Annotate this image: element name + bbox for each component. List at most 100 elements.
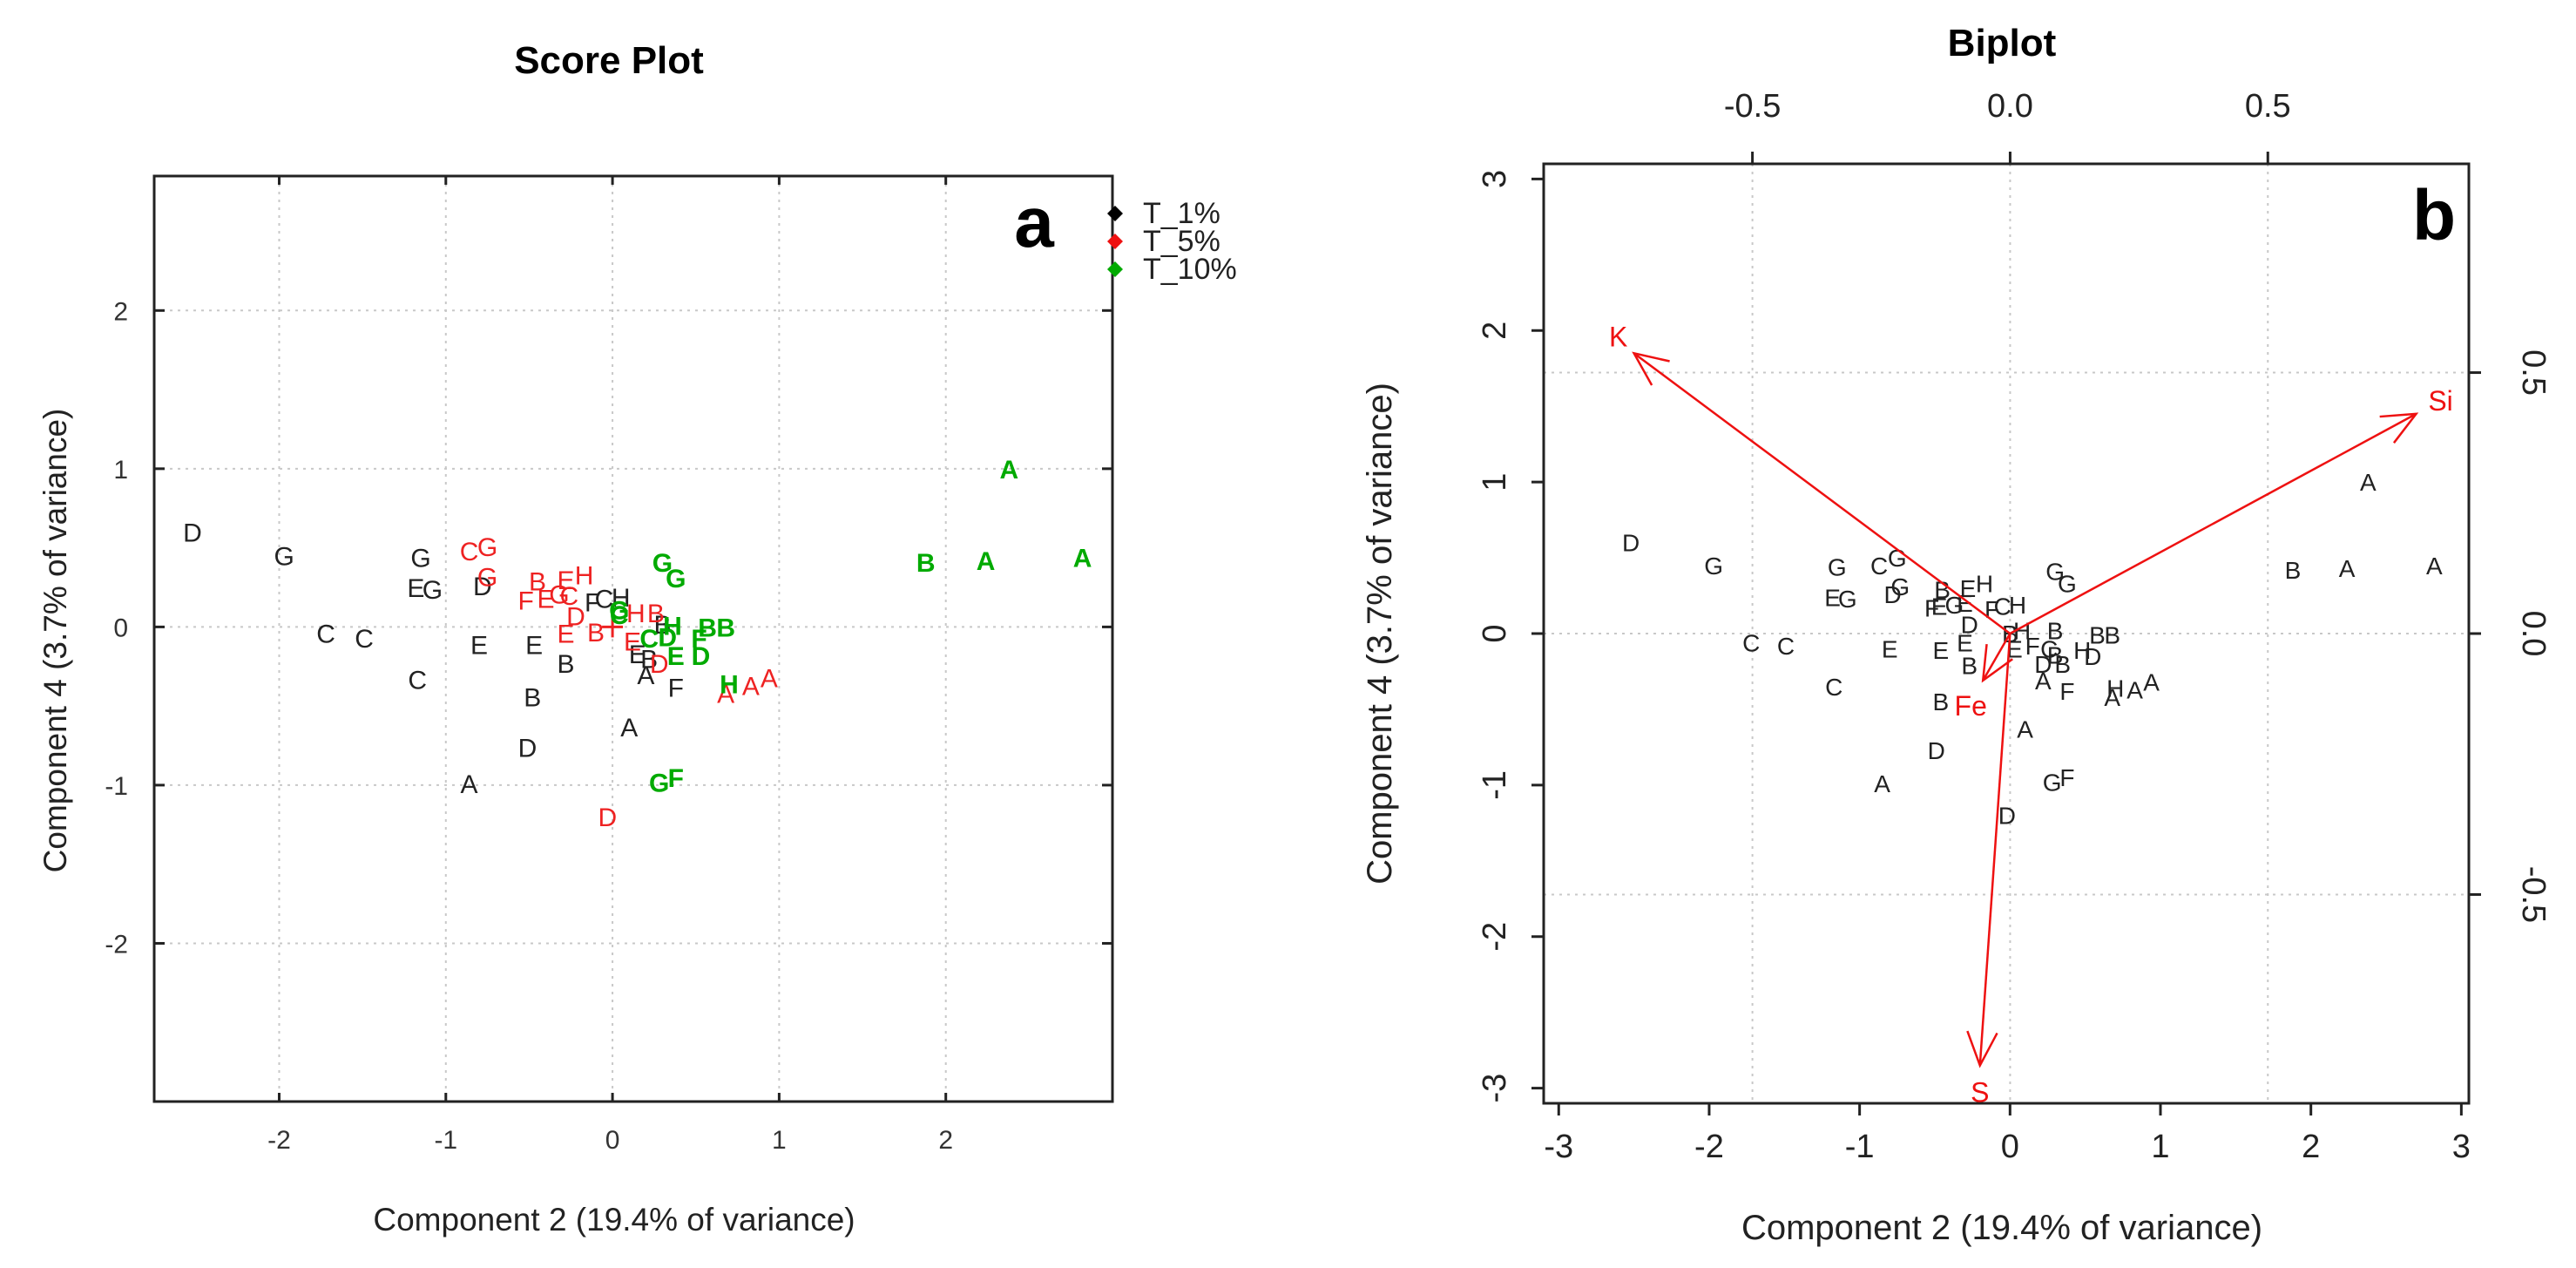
x-tick-label: 1	[2151, 1129, 2169, 1165]
point-label: D	[692, 642, 711, 671]
point-label: A	[2104, 684, 2120, 711]
point-label: D	[2084, 643, 2101, 670]
point-label: G	[274, 543, 294, 572]
point-label: E	[1882, 635, 1898, 662]
y-tick-label: 2	[113, 297, 128, 326]
y-tick-label: 1	[113, 456, 128, 485]
x-tick-label: -2	[267, 1126, 291, 1155]
point-label: B	[698, 614, 717, 642]
point-label: C	[408, 666, 427, 695]
point-label: B	[2054, 651, 2071, 678]
score-plot-y-axis-label: Component 4 (3.7% of variance)	[37, 409, 73, 873]
score-plot-legend: T_1%T_5%T_10%	[1107, 197, 1237, 286]
x-tick-label: 2	[2302, 1129, 2320, 1165]
point-label: F	[1924, 594, 1939, 621]
point-label: C	[316, 620, 335, 649]
x-tick-label: -1	[1845, 1129, 1875, 1165]
point-label: A	[2143, 669, 2160, 696]
legend-label: T_10%	[1143, 253, 1237, 286]
point-label: B	[558, 650, 575, 679]
point-label: B	[587, 619, 605, 648]
point-label: G	[423, 576, 443, 605]
biplot-loading-arrows: K Si S Fe	[1609, 321, 2453, 1108]
loading-label: S	[1971, 1077, 1989, 1109]
score-plot-x-axis-label: Component 2 (19.4% of variance)	[373, 1202, 855, 1237]
point-label: E	[629, 641, 646, 669]
point-label: G	[1838, 586, 1857, 613]
point-label: F	[668, 764, 684, 793]
point-label: F	[668, 674, 684, 702]
y-tick-label: -2	[1477, 922, 1513, 952]
x-tick-label: -3	[1544, 1129, 1573, 1165]
loading-arrow-shaft	[1982, 633, 2011, 681]
point-label: B	[2285, 557, 2302, 584]
point-label: F	[2059, 678, 2074, 705]
point-label: C	[2040, 635, 2058, 662]
point-label: B	[1933, 688, 1950, 715]
point-label: G	[1828, 553, 1847, 580]
point-label: G	[2058, 571, 2077, 598]
point-label: G	[1704, 553, 1723, 580]
legend-marker	[1107, 206, 1123, 221]
point-label: D	[473, 573, 492, 601]
point-label: G	[549, 580, 569, 609]
point-label: G	[649, 769, 669, 797]
point-label: H	[1976, 571, 1993, 598]
point-label: B	[916, 549, 936, 578]
point-label: A	[637, 661, 654, 690]
point-label: B	[529, 568, 546, 597]
point-label: D	[650, 650, 669, 679]
point-label: D	[566, 603, 585, 632]
point-label: E	[470, 631, 488, 660]
loading-arrow-shaft	[1633, 352, 2011, 635]
point-label: G	[410, 545, 430, 573]
point-label: A	[742, 673, 760, 702]
y-tick-label: -2	[105, 930, 128, 959]
point-label: E	[558, 620, 575, 649]
point-label: C	[460, 538, 479, 566]
biplot-ticks: -3 -2 -1 0 1 2 3 -3 -2 -1 0 1 2 3 -0.5 0.0 0.5 -0.5 0.0 0.5	[1477, 88, 2552, 1165]
point-label: G	[477, 563, 497, 592]
biplot-title: Biplot	[1948, 22, 2057, 64]
loading-arrow-head	[1966, 1030, 1998, 1068]
point-label: H	[2073, 637, 2091, 664]
point-label: C	[355, 625, 374, 654]
point-label: C	[1870, 553, 1888, 580]
point-label: E	[667, 642, 685, 671]
point-label: B	[653, 611, 671, 640]
score-plot-title: Score Plot	[514, 39, 704, 82]
score-plot-ticks: -2 -1 0 1 2 -2 -1 0 1 2	[105, 176, 1112, 1155]
point-label: B	[647, 600, 665, 628]
point-label: H	[612, 584, 631, 613]
point-label: D	[1884, 581, 1902, 608]
x-tick-label: 0	[605, 1126, 620, 1155]
point-label: B	[1934, 577, 1951, 604]
point-label: H	[575, 561, 594, 590]
x-tick-label: 0	[2001, 1129, 2019, 1165]
loading-arrow-head	[2379, 412, 2419, 444]
x-tick-label: 2	[938, 1126, 953, 1155]
point-label: B	[2089, 622, 2106, 649]
point-label: E	[1824, 584, 1841, 611]
point-label: A	[2426, 553, 2443, 580]
y-tick-label: -3	[1477, 1074, 1513, 1103]
y-tick-label: 2	[1477, 322, 1513, 340]
point-label: H	[720, 671, 739, 700]
legend-marker	[1107, 234, 1123, 249]
top-x-tick-label: 0.0	[1987, 88, 2033, 125]
point-label: C	[639, 625, 659, 654]
point-label: G	[477, 533, 497, 562]
point-label: H	[2009, 592, 2026, 619]
point-label: D	[658, 623, 677, 652]
point-label: C	[1742, 629, 1760, 656]
point-label: A	[2360, 469, 2377, 496]
point-label: D	[1928, 737, 1945, 764]
biplot-y-axis-label: Component 4 (3.7% of variance)	[1361, 383, 1399, 885]
point-label: C	[1825, 674, 1842, 701]
point-label: B	[2047, 641, 2064, 668]
point-label: A	[1000, 456, 1019, 485]
point-label: A	[2126, 676, 2143, 703]
point-label: B	[2047, 618, 2064, 645]
biplot-grid	[1544, 164, 2469, 1103]
